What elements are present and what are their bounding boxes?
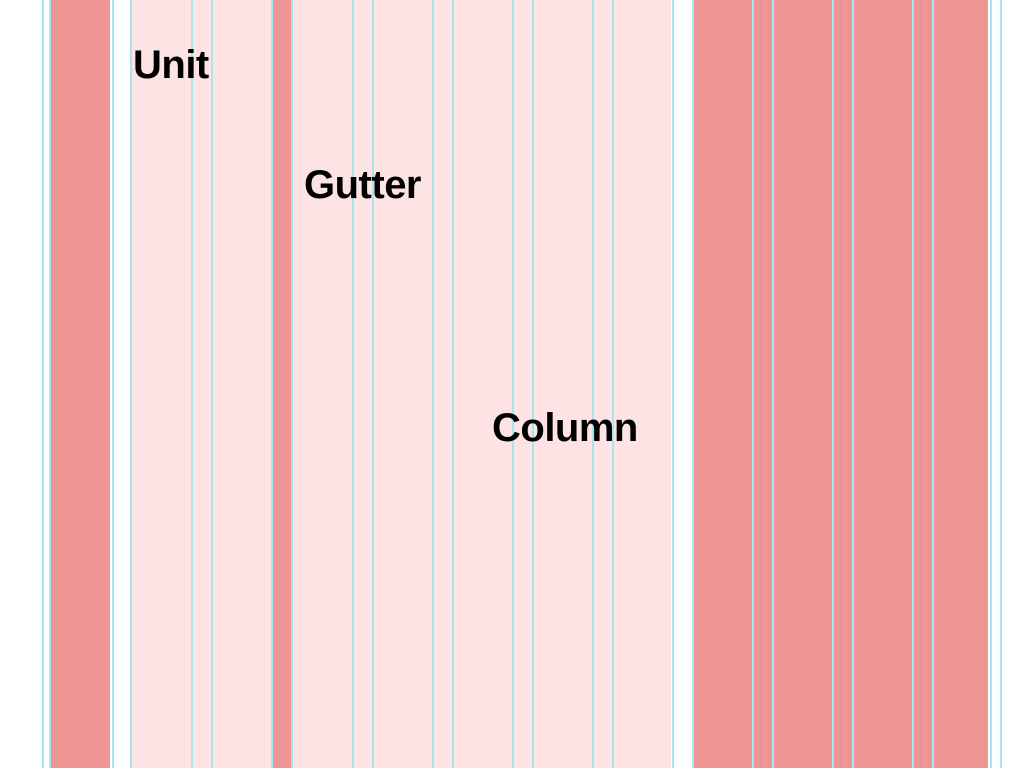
- unit-guide-line: [772, 0, 774, 768]
- unit-guide-line: [692, 0, 694, 768]
- gutter-line: [760, 0, 761, 768]
- unit-guide-line: [191, 0, 193, 768]
- gutter-line: [848, 0, 849, 768]
- unit-guide-line: [612, 0, 614, 768]
- dark-unit-band: [51, 0, 110, 768]
- unit-guide-line: [832, 0, 834, 768]
- unit-guide-line: [752, 0, 754, 768]
- unit-guide-line: [512, 0, 514, 768]
- unit-label: Unit: [133, 43, 209, 87]
- unit-guide-line: [990, 0, 992, 768]
- unit-guide-line: [452, 0, 454, 768]
- unit-guide-line: [592, 0, 594, 768]
- dark-column-band: [694, 0, 988, 768]
- unit-guide-line: [1000, 0, 1002, 768]
- gutter-line: [920, 0, 921, 768]
- light-column-band: [291, 0, 671, 768]
- unit-guide-line: [672, 0, 674, 768]
- unit-guide-line: [932, 0, 934, 768]
- unit-guide-line: [130, 0, 132, 768]
- light-column-band: [130, 0, 273, 768]
- column-label: Column: [492, 406, 638, 450]
- unit-guide-line: [211, 0, 213, 768]
- unit-guide-line: [112, 0, 114, 768]
- unit-guide-line: [852, 0, 854, 768]
- gutter-line: [768, 0, 769, 768]
- gutter-band: [273, 0, 291, 768]
- unit-guide-line: [291, 0, 293, 768]
- unit-guide-line: [352, 0, 354, 768]
- gutter-line: [928, 0, 929, 768]
- unit-guide-line: [271, 0, 273, 768]
- unit-guide-line: [49, 0, 51, 768]
- unit-guide-line: [372, 0, 374, 768]
- gutter-label: Gutter: [304, 163, 422, 207]
- unit-guide-line: [532, 0, 534, 768]
- unit-guide-line: [42, 0, 44, 768]
- unit-guide-line: [432, 0, 434, 768]
- gutter-line: [840, 0, 841, 768]
- unit-guide-line: [912, 0, 914, 768]
